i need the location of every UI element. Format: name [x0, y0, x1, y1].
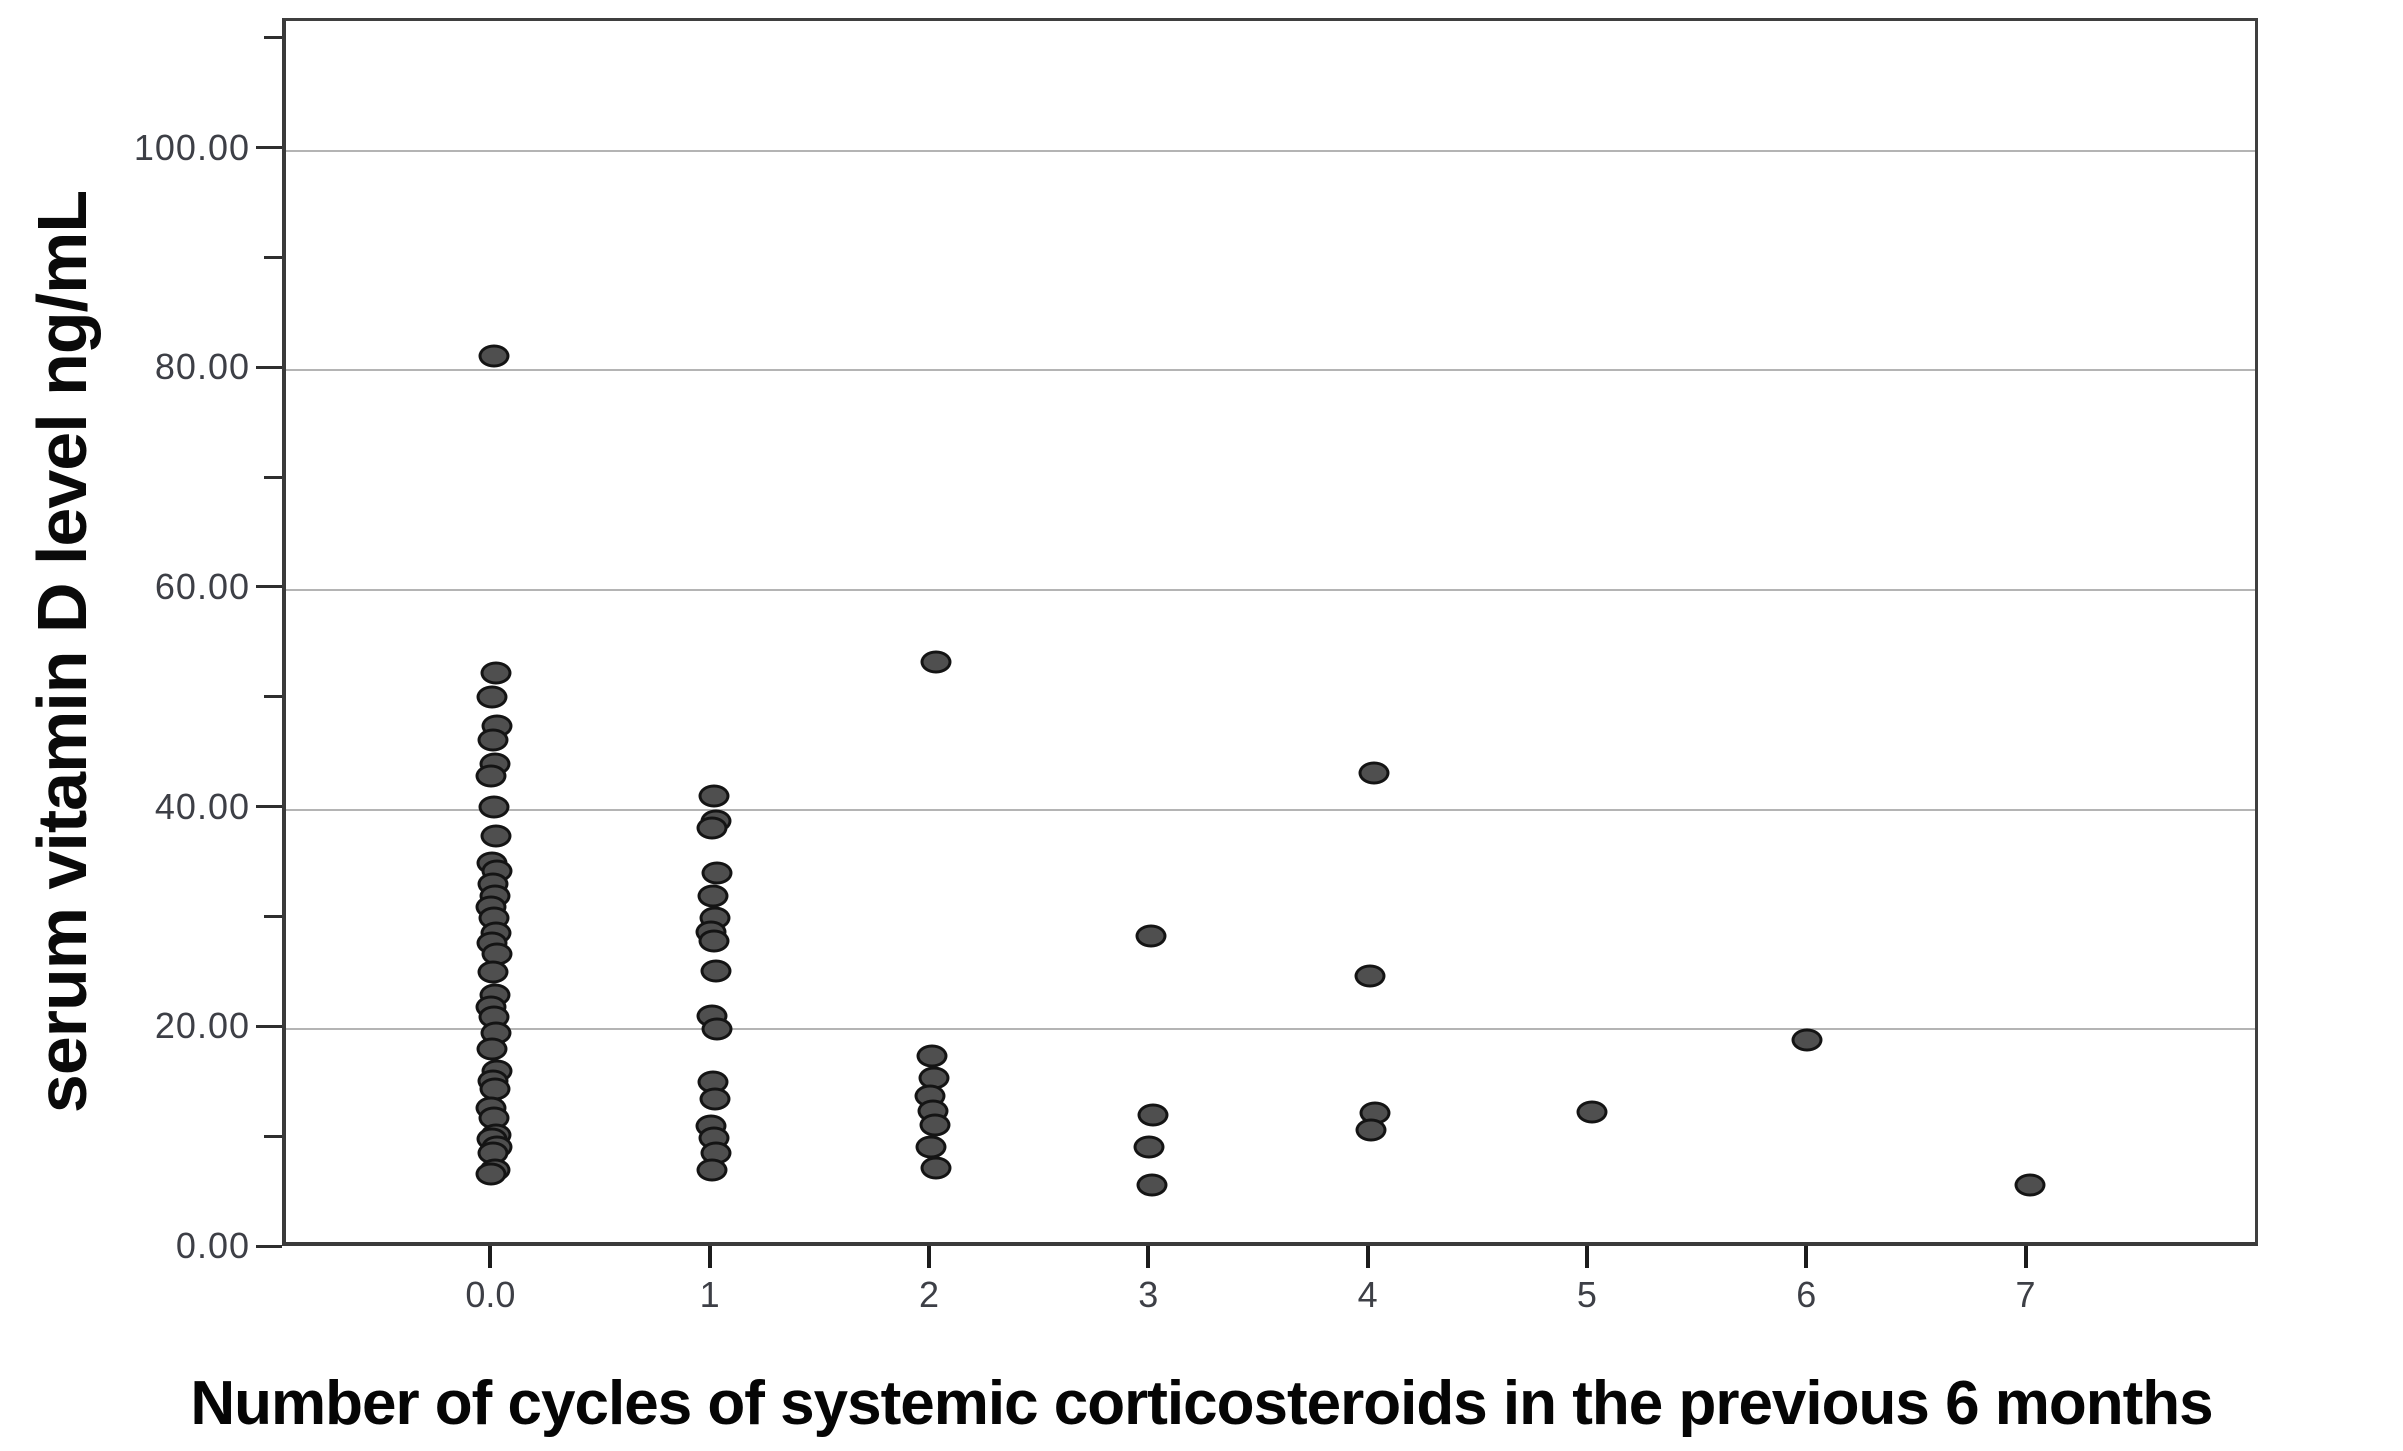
data-point	[697, 884, 729, 908]
y-axis-major-tick	[256, 365, 282, 369]
y-axis-minor-tick	[264, 695, 282, 699]
x-axis-tick-label: 1	[699, 1274, 720, 1315]
data-point	[2014, 1173, 2046, 1197]
y-axis-title: serum vitamin D level ng/mL	[23, 190, 101, 1114]
x-axis-tick-label: 0.0	[465, 1274, 516, 1315]
data-point	[920, 650, 952, 674]
x-axis-tick-label: 5	[1576, 1274, 1597, 1315]
y-axis-tick-label: 20.00	[154, 1005, 250, 1047]
x-axis-tick-label: 3	[1138, 1274, 1159, 1315]
y-axis-major-tick	[256, 1244, 282, 1248]
data-point	[1136, 1173, 1168, 1197]
y-axis-tick-label: 100.00	[133, 126, 250, 168]
y-axis-minor-tick	[264, 475, 282, 479]
gridline	[286, 149, 2255, 152]
data-point	[477, 960, 509, 984]
data-point	[701, 1017, 733, 1041]
gridline	[286, 808, 2255, 811]
data-point	[699, 1087, 731, 1111]
y-axis-tick-label: 0.00	[175, 1225, 250, 1266]
y-axis-tick-label: 40.00	[154, 785, 250, 827]
y-axis-major-tick	[256, 146, 282, 150]
x-axis-tick	[707, 1246, 712, 1268]
data-point	[477, 728, 509, 752]
data-point	[916, 1044, 948, 1068]
y-axis-tick-label: 80.00	[154, 346, 250, 388]
x-axis-title: Number of cycles of systemic corticoster…	[190, 1369, 2213, 1438]
data-point	[478, 344, 510, 368]
x-axis-tick	[1584, 1246, 1589, 1268]
plot-area	[282, 18, 2258, 1246]
data-point	[1791, 1028, 1823, 1052]
gridline	[286, 1028, 2255, 1031]
x-axis-tick-label: 6	[1796, 1274, 1817, 1315]
gridline	[286, 369, 2255, 372]
data-point	[1576, 1100, 1608, 1124]
x-axis-tick	[1365, 1246, 1370, 1268]
data-point	[1135, 924, 1167, 948]
data-point	[915, 1135, 947, 1159]
data-point	[1354, 964, 1386, 987]
data-point	[1137, 1103, 1169, 1127]
data-point	[696, 816, 728, 840]
x-axis-tick-label: 4	[1357, 1274, 1378, 1315]
x-axis-tick	[1146, 1246, 1151, 1268]
data-point	[700, 959, 732, 983]
x-axis-tick-label: 2	[918, 1274, 939, 1315]
data-point	[698, 929, 730, 953]
gridline	[286, 588, 2255, 591]
data-point	[696, 1158, 728, 1182]
y-axis-minor-tick	[264, 914, 282, 918]
data-point	[478, 795, 510, 819]
data-point	[701, 861, 733, 885]
y-axis-tick-label: 60.00	[154, 565, 250, 607]
data-point	[920, 1156, 952, 1180]
data-point	[475, 764, 507, 788]
data-point	[698, 784, 730, 808]
y-axis-minor-tick	[264, 1134, 282, 1138]
data-point	[1358, 761, 1390, 785]
y-axis-minor-tick	[264, 255, 282, 259]
y-axis-minor-tick	[264, 36, 282, 40]
data-point	[1133, 1135, 1165, 1159]
x-axis-tick-label: 7	[2015, 1274, 2036, 1315]
data-point	[480, 824, 512, 848]
x-axis-tick	[488, 1246, 493, 1268]
data-point	[1355, 1118, 1387, 1142]
data-point	[476, 1037, 508, 1061]
x-axis-tick	[926, 1246, 931, 1268]
data-point	[476, 685, 508, 708]
y-axis-major-tick	[256, 1024, 282, 1028]
data-point	[475, 1162, 507, 1186]
x-axis-tick	[1804, 1246, 1809, 1268]
data-point	[919, 1113, 951, 1137]
y-axis-major-tick	[256, 585, 282, 589]
y-axis-major-tick	[256, 805, 282, 809]
x-axis-tick	[2023, 1246, 2028, 1268]
data-point	[480, 661, 512, 685]
